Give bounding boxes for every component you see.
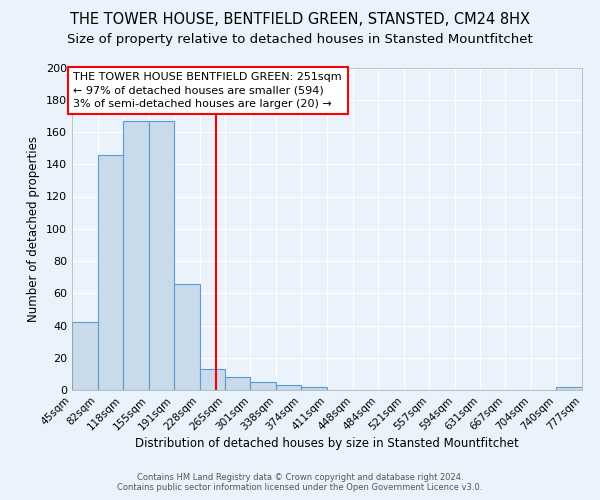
Bar xyxy=(556,387,582,390)
Bar xyxy=(276,385,301,390)
Text: THE TOWER HOUSE, BENTFIELD GREEN, STANSTED, CM24 8HX: THE TOWER HOUSE, BENTFIELD GREEN, STANST… xyxy=(70,12,530,28)
Bar xyxy=(98,154,123,390)
Text: Size of property relative to detached houses in Stansted Mountfitchet: Size of property relative to detached ho… xyxy=(67,32,533,46)
Y-axis label: Number of detached properties: Number of detached properties xyxy=(28,136,40,322)
Bar xyxy=(72,322,98,390)
Text: THE TOWER HOUSE BENTFIELD GREEN: 251sqm
← 97% of detached houses are smaller (59: THE TOWER HOUSE BENTFIELD GREEN: 251sqm … xyxy=(73,72,342,108)
Bar xyxy=(149,120,174,390)
Bar xyxy=(199,369,225,390)
Text: Contains public sector information licensed under the Open Government Licence v3: Contains public sector information licen… xyxy=(118,484,482,492)
Bar xyxy=(225,377,250,390)
X-axis label: Distribution of detached houses by size in Stansted Mountfitchet: Distribution of detached houses by size … xyxy=(135,438,519,450)
Bar xyxy=(123,120,149,390)
Text: Contains HM Land Registry data © Crown copyright and database right 2024.: Contains HM Land Registry data © Crown c… xyxy=(137,472,463,482)
Bar xyxy=(174,284,199,390)
Bar xyxy=(250,382,276,390)
Bar xyxy=(301,387,327,390)
